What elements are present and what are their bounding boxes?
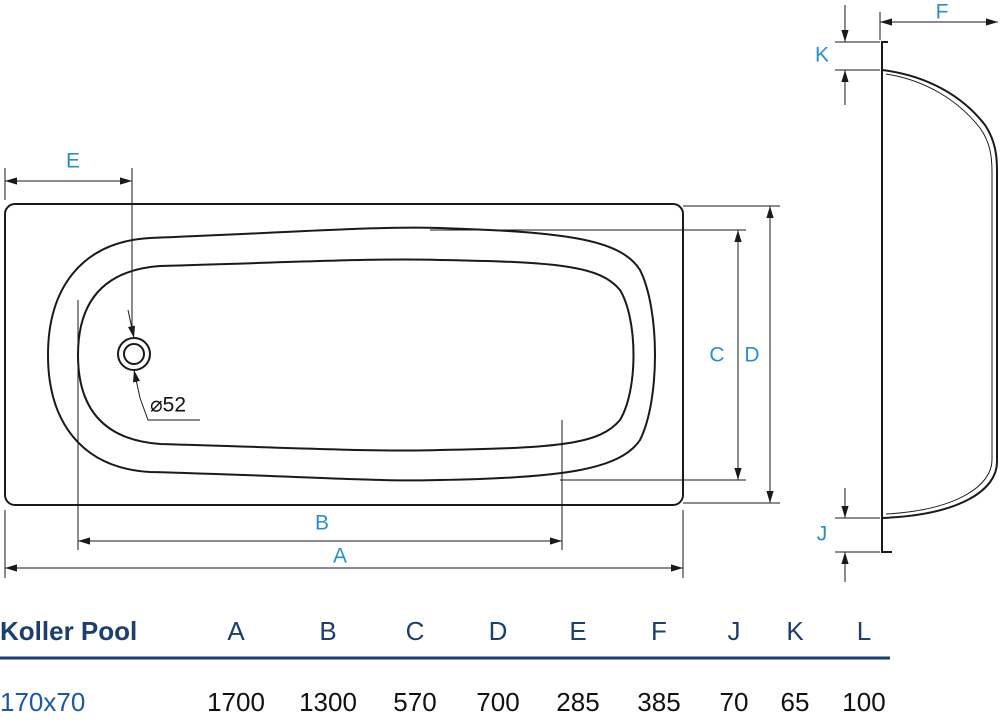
table-cell: 285	[556, 687, 599, 717]
table-cell: 1300	[299, 687, 357, 717]
dim-label: J	[817, 523, 828, 546]
table-cell: 170x70	[0, 687, 85, 717]
drain-label: ⌀52	[150, 394, 186, 417]
table-cell: 570	[393, 687, 436, 717]
dim-label: D	[744, 344, 759, 367]
table-header: J	[728, 616, 741, 646]
top-view	[4, 203, 684, 506]
side-view	[881, 41, 998, 553]
dim-label: A	[333, 545, 347, 568]
dim-label: B	[315, 512, 329, 535]
dim-label: K	[815, 44, 829, 67]
table-header: C	[406, 616, 425, 646]
table-cell: 385	[637, 687, 680, 717]
table-header: E	[569, 616, 586, 646]
table-cell: 700	[476, 687, 519, 717]
table-header: D	[489, 616, 508, 646]
dimension-lines	[4, 5, 998, 582]
table-header: A	[227, 616, 245, 646]
dim-label: C	[709, 344, 724, 367]
table-cell: 1700	[207, 687, 265, 717]
table-header: B	[319, 616, 336, 646]
table-header: K	[786, 616, 804, 646]
table-cell: 65	[781, 687, 810, 717]
table-header: Koller Pool	[0, 616, 137, 646]
table-cell: 70	[720, 687, 749, 717]
table-header: F	[651, 616, 667, 646]
table-header: L	[857, 616, 871, 646]
table: Koller Pool A B C D E F J K L 170x70 1700 1300 570 700…	[0, 616, 886, 717]
table-cell: 100	[842, 687, 885, 717]
dim-label: F	[936, 1, 949, 24]
dim-label: E	[66, 150, 80, 173]
